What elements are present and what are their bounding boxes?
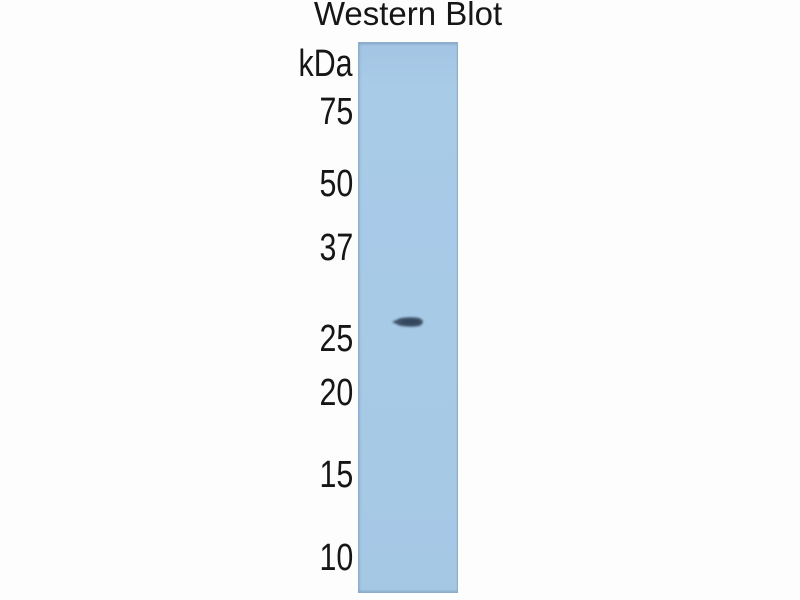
ladder-marker-37: 37 bbox=[319, 227, 353, 269]
ladder-marker-50: 50 bbox=[319, 163, 353, 205]
ladder-marker-75: 75 bbox=[319, 91, 353, 133]
kda-unit-label: kDa bbox=[298, 43, 353, 85]
ladder-marker-10: 10 bbox=[319, 537, 353, 579]
ladder-marker-20: 20 bbox=[319, 372, 353, 414]
ladder-marker-15: 15 bbox=[319, 454, 353, 496]
ladder-marker-25: 25 bbox=[319, 318, 353, 360]
figure-title: Western Blot bbox=[313, 0, 503, 32]
protein-band bbox=[392, 317, 423, 327]
